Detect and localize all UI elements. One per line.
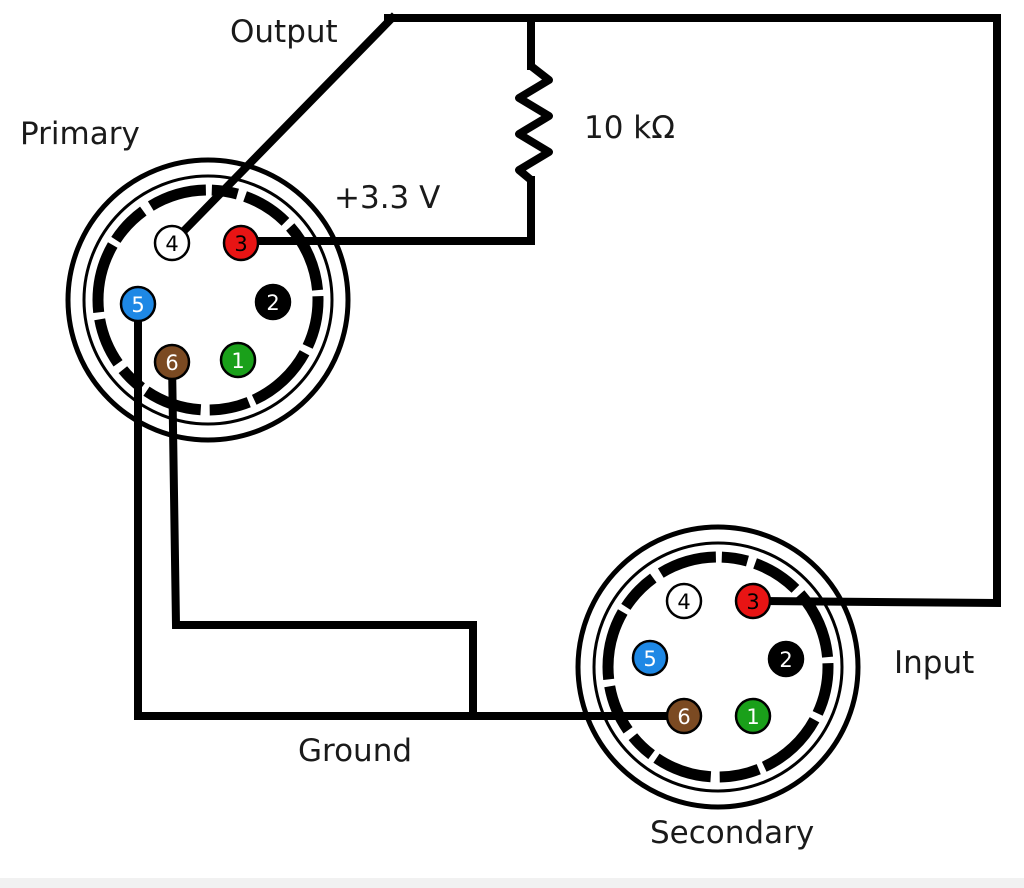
secondary-pin-6-label: 6 [677,705,690,729]
secondary-pin-4-dot [665,582,703,620]
primary-pin-2: 2 [254,283,292,321]
wire-resistor-to-primary-pin3 [240,176,535,245]
primary-pin-6-label: 6 [165,351,178,375]
wire-output-to-input [384,14,1001,608]
secondary-pin-5-dot [631,639,669,677]
secondary-pin-5-label: 5 [643,647,656,671]
resistor-10k [515,62,553,184]
secondary-pin-2-dot [767,640,805,678]
secondary-pin-1: 1 [734,697,772,735]
secondary-pin-6-dot [665,697,703,735]
primary-pin-2-dot [254,283,292,321]
secondary-pin-1-label: 1 [746,705,759,729]
primary-pin-3-dot [222,224,260,262]
wire-primary-pin6-to-ground [167,357,477,720]
primary-pin-4-dot [153,224,191,262]
secondary-pin-6: 6 [665,697,703,735]
secondary-pins: 4 3 5 2 6 1 [631,582,805,735]
wires [134,12,1001,720]
primary-pin-1-dot [219,341,257,379]
secondary-pin-3-dot [734,582,772,620]
primary-pin-1: 1 [219,341,257,379]
label-resistor: 10 kΩ [584,110,675,146]
wire-primary-pin4-to-output [166,12,398,249]
secondary-pin-5: 5 [631,639,669,677]
primary-pin-3: 3 [222,224,260,262]
primary-pin-4: 4 [153,224,191,262]
secondary-pin-3-label: 3 [746,590,759,614]
secondary-pin-3: 3 [734,582,772,620]
secondary-connector: 4 3 5 2 6 1 [575,524,861,810]
primary-pin-5-label: 5 [131,293,144,317]
primary-connector: 4 3 5 2 6 1 [65,157,351,443]
label-secondary: Secondary [650,815,814,851]
bottom-strip [0,878,1024,888]
secondary-pin-4: 4 [665,582,703,620]
primary-pin-4-label: 4 [165,232,178,256]
primary-pin-1-label: 1 [231,349,244,373]
primary-pin-5-dot [119,285,157,323]
primary-pins: 4 3 5 2 6 1 [119,224,292,381]
secondary-pin-2-label: 2 [779,648,792,672]
primary-pin-6-dot [153,343,191,381]
wire-primary-pin5-to-ground [134,300,688,720]
label-output: Output [230,14,338,50]
label-ground: Ground [298,733,412,769]
secondary-pin-2: 2 [767,640,805,678]
secondary-pin-1-dot [734,697,772,735]
primary-pin-5: 5 [119,285,157,323]
label-primary: Primary [20,116,140,152]
primary-pin-2-label: 2 [266,291,279,315]
primary-pin-3-label: 3 [234,232,247,256]
label-input: Input [894,645,974,681]
primary-pin-6: 6 [153,343,191,381]
label-voltage: +3.3 V [334,180,440,216]
secondary-pin-4-label: 4 [677,590,690,614]
